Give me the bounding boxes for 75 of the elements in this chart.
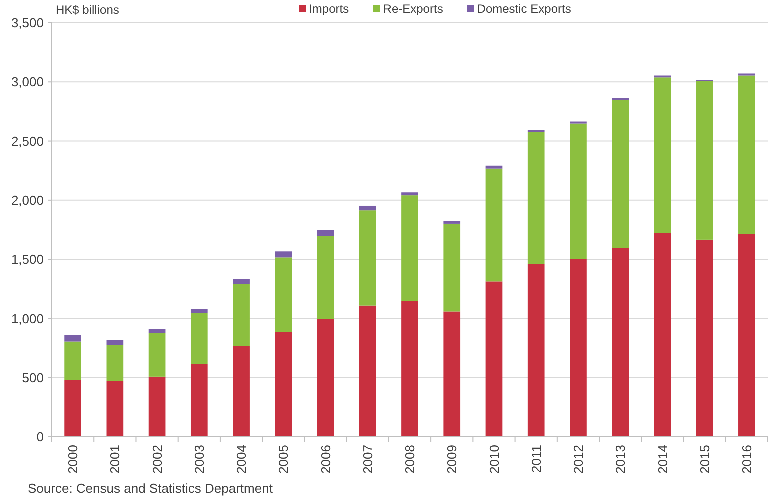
- x-tick-label: 2013: [613, 445, 628, 474]
- bar: [654, 233, 672, 437]
- bar: [64, 335, 82, 342]
- bar: [444, 312, 461, 437]
- bar: [233, 284, 250, 346]
- x-tick-label: 2008: [402, 445, 418, 474]
- y-tick-label: 0: [36, 430, 44, 445]
- x-tick-label: 2012: [571, 445, 586, 474]
- bar: [359, 210, 376, 306]
- x-tick-label: 2016: [739, 445, 754, 474]
- bar: [486, 282, 503, 437]
- bar: [359, 306, 376, 437]
- bar: [738, 76, 756, 234]
- bar: [570, 259, 587, 437]
- bar: [190, 364, 208, 437]
- x-tick-label: 2014: [655, 445, 670, 474]
- x-tick-label: 2015: [697, 445, 712, 474]
- bar: [317, 319, 334, 437]
- bar: [528, 132, 545, 264]
- bar: [233, 346, 250, 437]
- bar: [233, 279, 250, 284]
- bar: [359, 206, 376, 211]
- bar: [317, 236, 334, 320]
- bar: [148, 329, 166, 334]
- bar: [275, 258, 292, 332]
- x-tick-label: 2003: [192, 445, 207, 474]
- bar: [444, 221, 461, 224]
- x-tick-label: 2011: [528, 445, 544, 473]
- y-tick-label: 500: [22, 370, 44, 386]
- x-tick-label: 2007: [360, 445, 376, 474]
- x-tick-label: 2005: [276, 445, 292, 474]
- y-tick-label: 3,500: [11, 16, 44, 31]
- bar: [106, 340, 124, 346]
- bar: [612, 248, 630, 437]
- bar: [444, 224, 461, 312]
- legend-label: Imports: [309, 2, 350, 16]
- bar: [317, 230, 334, 236]
- bar: [148, 376, 166, 437]
- source-note: Source: Census and Statistics Department: [28, 481, 274, 496]
- bar: [64, 342, 82, 380]
- x-tick-label: 2002: [150, 445, 165, 474]
- x-tick-label: 2006: [318, 445, 334, 474]
- x-tick-label: 2004: [234, 445, 250, 474]
- bar: [654, 78, 672, 234]
- bar: [528, 264, 545, 437]
- legend-label: Domestic Exports: [477, 2, 572, 16]
- bar: [612, 100, 630, 248]
- bar: [106, 381, 124, 437]
- x-tick-label: 2000: [66, 445, 81, 474]
- bar: [738, 234, 756, 437]
- bar: [696, 240, 714, 437]
- bar: [275, 252, 292, 258]
- bar: [402, 301, 418, 437]
- y-axis-title: HK$ billions: [56, 3, 120, 17]
- bar: [64, 380, 82, 437]
- y-tick-label: 1,500: [11, 252, 44, 268]
- x-tick-label: 2009: [444, 445, 460, 474]
- x-tick-label: 2010: [486, 445, 502, 474]
- x-tick-label: 2001: [108, 445, 123, 474]
- bar: [275, 332, 292, 437]
- y-tick-label: 3,000: [11, 74, 44, 90]
- bar: [402, 196, 418, 302]
- bar: [486, 168, 503, 282]
- y-tick-label: 1,000: [11, 311, 44, 326]
- y-tick-label: 2,000: [11, 192, 44, 208]
- bar: [486, 166, 503, 169]
- y-tick-label: 2,500: [11, 134, 44, 149]
- bar: [190, 309, 208, 314]
- bar: [570, 124, 587, 260]
- bar: [696, 81, 714, 240]
- bar: [190, 313, 208, 364]
- bar: [402, 192, 418, 196]
- legend-label: Re-Exports: [383, 2, 444, 16]
- bar: [106, 345, 124, 382]
- bar: [148, 334, 166, 377]
